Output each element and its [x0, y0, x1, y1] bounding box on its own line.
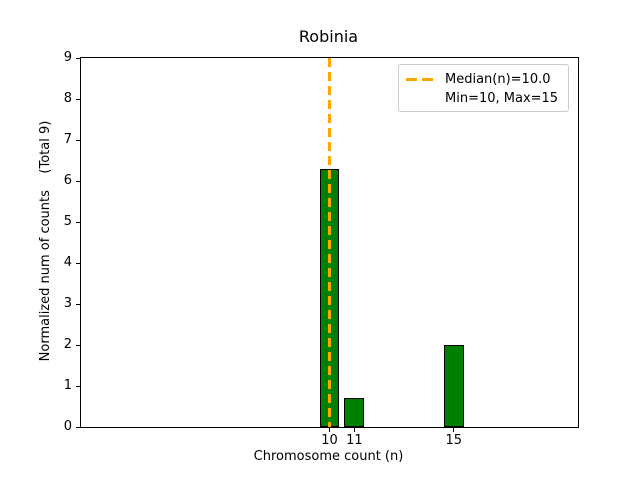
x-tick-mark: [453, 428, 455, 432]
legend-entry-minmax: Min=10, Max=15: [406, 89, 559, 108]
legend-marker-empty: [406, 97, 433, 100]
x-tick-mark: [329, 428, 330, 432]
y-tick-label: 8: [63, 91, 72, 106]
y-tick-label: 4: [63, 255, 72, 270]
y-tick-label: 3: [63, 296, 72, 311]
y-axis-label: Normalized num of counts (Total 9): [38, 120, 53, 362]
x-tick-mark: [353, 428, 355, 432]
x-axis-label: Chromosome count (n): [253, 449, 404, 464]
median-line: [328, 58, 331, 427]
y-tick-mark: [76, 139, 80, 141]
y-tick-mark: [76, 344, 80, 346]
y-tick-label: 0: [63, 419, 72, 434]
x-tick-label: 15: [445, 433, 463, 448]
y-tick-mark: [76, 57, 80, 59]
x-tick-label: 10: [321, 433, 338, 448]
legend-entry-median: Median(n)=10.0: [406, 70, 559, 89]
legend-label-median: Median(n)=10.0: [445, 71, 551, 87]
x-tick-label: 11: [346, 433, 363, 448]
y-tick-label: 7: [63, 132, 72, 147]
y-tick-label: 2: [63, 337, 72, 352]
y-tick-mark: [76, 221, 80, 223]
y-tick-label: 9: [63, 50, 72, 65]
y-tick-mark: [76, 303, 80, 305]
y-tick-label: 1: [63, 378, 72, 393]
chart-title: Robinia: [298, 27, 359, 46]
y-tick-label: 6: [63, 173, 72, 188]
y-tick-mark: [76, 426, 80, 428]
median-dashed-line-icon: [406, 78, 433, 81]
bar-n15: [443, 345, 464, 427]
y-tick-mark: [76, 385, 80, 387]
y-tick-label: 5: [63, 214, 72, 229]
legend-label-minmax: Min=10, Max=15: [445, 90, 559, 106]
bar-n11: [344, 398, 365, 427]
legend: Median(n)=10.0 Min=10, Max=15: [398, 64, 569, 112]
plot-area: 0 1 2 3 4 5 6 7 8 9 10 11 15: [64, 51, 579, 448]
y-tick-mark: [76, 180, 80, 182]
y-tick-mark: [76, 98, 80, 100]
y-tick-mark: [76, 262, 80, 264]
